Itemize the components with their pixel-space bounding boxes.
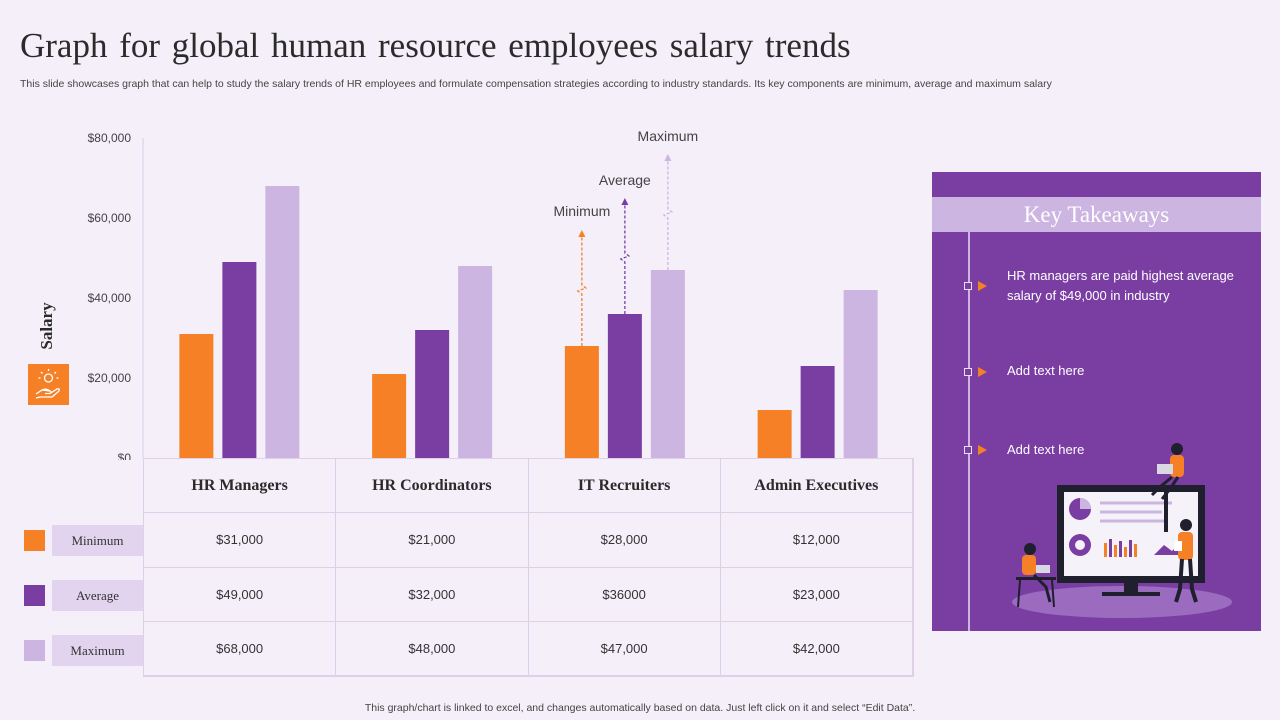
table-cell-maximum-it-recruiters: $47,000 bbox=[528, 621, 721, 676]
y-tick-label: $0 bbox=[118, 451, 132, 460]
legend-label-maximum: Maximum bbox=[52, 635, 143, 666]
timeline-line bbox=[968, 232, 970, 631]
bar-minimum-it-recruiters[interactable] bbox=[564, 346, 599, 458]
annotation-label-minimum: Minimum bbox=[553, 203, 610, 219]
data-table: HR Managers HR Coordinators IT Recruiter… bbox=[143, 458, 914, 677]
takeaway-item: Add text here bbox=[1007, 442, 1085, 457]
people-analytics-illustration bbox=[1012, 443, 1232, 618]
bullet-arrow-icon bbox=[978, 367, 987, 377]
bar-maximum-it-recruiters[interactable] bbox=[650, 270, 685, 458]
table-cell-average-it-recruiters: $36000 bbox=[528, 567, 721, 622]
bar-minimum-hr-managers[interactable] bbox=[179, 334, 214, 458]
annotation-arrow-icon bbox=[578, 230, 586, 237]
bar-average-hr-coordinators[interactable] bbox=[415, 330, 450, 458]
table-cell-maximum-admin-executives: $42,000 bbox=[720, 621, 913, 676]
table-cell-minimum-hr-managers: $31,000 bbox=[144, 513, 337, 568]
bar-minimum-admin-executives[interactable] bbox=[757, 410, 792, 458]
legend-swatch-minimum bbox=[24, 530, 45, 551]
annotation-line-average bbox=[619, 204, 631, 314]
bar-maximum-hr-managers[interactable] bbox=[265, 186, 300, 458]
takeaway-item: HR managers are paid highest average sal… bbox=[1007, 268, 1234, 303]
table-cell-maximum-hr-managers: $68,000 bbox=[144, 621, 337, 676]
legend-label-average: Average bbox=[52, 580, 143, 611]
legend-label-minimum: Minimum bbox=[52, 525, 143, 556]
bullet-square-icon bbox=[964, 446, 972, 454]
legend-maximum[interactable]: Maximum bbox=[24, 635, 143, 666]
bar-minimum-hr-coordinators[interactable] bbox=[372, 374, 407, 458]
key-takeaways-panel: Key Takeaways HR managers are paid highe… bbox=[932, 172, 1261, 631]
footer-note: This graph/chart is linked to excel, and… bbox=[364, 702, 916, 714]
y-axis-label: Salary bbox=[37, 302, 56, 350]
table-header-admin-executives: Admin Executives bbox=[720, 459, 913, 514]
table-cell-minimum-it-recruiters: $28,000 bbox=[528, 513, 721, 568]
bullet-square-icon bbox=[964, 368, 972, 376]
table-cell-minimum-admin-executives: $12,000 bbox=[720, 513, 913, 568]
bar-average-it-recruiters[interactable] bbox=[607, 314, 642, 458]
bars[interactable] bbox=[179, 186, 878, 458]
legend-minimum[interactable]: Minimum bbox=[24, 525, 143, 556]
y-tick-label: $60,000 bbox=[88, 211, 132, 225]
table-header-hr-managers: HR Managers bbox=[144, 459, 337, 514]
annotation-arrow-icon bbox=[664, 154, 672, 161]
annotation-arrow-icon bbox=[621, 198, 629, 205]
takeaway-item: Add text here bbox=[1007, 363, 1085, 378]
bullet-square-icon bbox=[964, 282, 972, 290]
hand-coins-icon bbox=[28, 364, 69, 405]
bar-average-hr-managers[interactable] bbox=[222, 262, 257, 458]
series-annotations: Minimum Average Maximum bbox=[553, 128, 698, 346]
table-header-hr-coordinators: HR Coordinators bbox=[336, 459, 529, 514]
table-cell-average-hr-coordinators: $32,000 bbox=[336, 567, 529, 622]
bar-maximum-hr-coordinators[interactable] bbox=[458, 266, 493, 458]
table-cell-maximum-hr-coordinators: $48,000 bbox=[336, 621, 529, 676]
table-cell-average-admin-executives: $23,000 bbox=[720, 567, 913, 622]
legend-swatch-maximum bbox=[24, 640, 45, 661]
annotation-line-minimum bbox=[576, 236, 588, 346]
bullet-arrow-icon bbox=[978, 445, 987, 455]
page-title: Graph for global human resource employee… bbox=[20, 26, 851, 65]
y-tick-label: $20,000 bbox=[88, 371, 132, 385]
annotation-label-maximum: Maximum bbox=[638, 128, 699, 144]
y-tick-label: $40,000 bbox=[88, 291, 132, 305]
bullet-arrow-icon bbox=[978, 281, 987, 291]
key-takeaways-title: Key Takeaways bbox=[932, 197, 1261, 232]
y-tick-labels: $0 $20,000 $40,000 $60,000 $80,000 bbox=[88, 131, 132, 460]
legend-swatch-average bbox=[24, 585, 45, 606]
page-subtitle: This slide showcases graph that can help… bbox=[20, 78, 1052, 90]
annotation-label-average: Average bbox=[599, 172, 651, 188]
table-cell-average-hr-managers: $49,000 bbox=[144, 567, 337, 622]
bar-chart[interactable]: $0 $20,000 $40,000 $60,000 $80,000 Minimum Av… bbox=[0, 0, 930, 460]
bar-average-admin-executives[interactable] bbox=[800, 366, 835, 458]
y-tick-label: $80,000 bbox=[88, 131, 132, 145]
table-cell-minimum-hr-coordinators: $21,000 bbox=[336, 513, 529, 568]
table-header-it-recruiters: IT Recruiters bbox=[528, 459, 721, 514]
legend-average[interactable]: Average bbox=[24, 580, 143, 611]
annotation-line-maximum bbox=[662, 160, 674, 270]
bar-maximum-admin-executives[interactable] bbox=[843, 290, 878, 458]
